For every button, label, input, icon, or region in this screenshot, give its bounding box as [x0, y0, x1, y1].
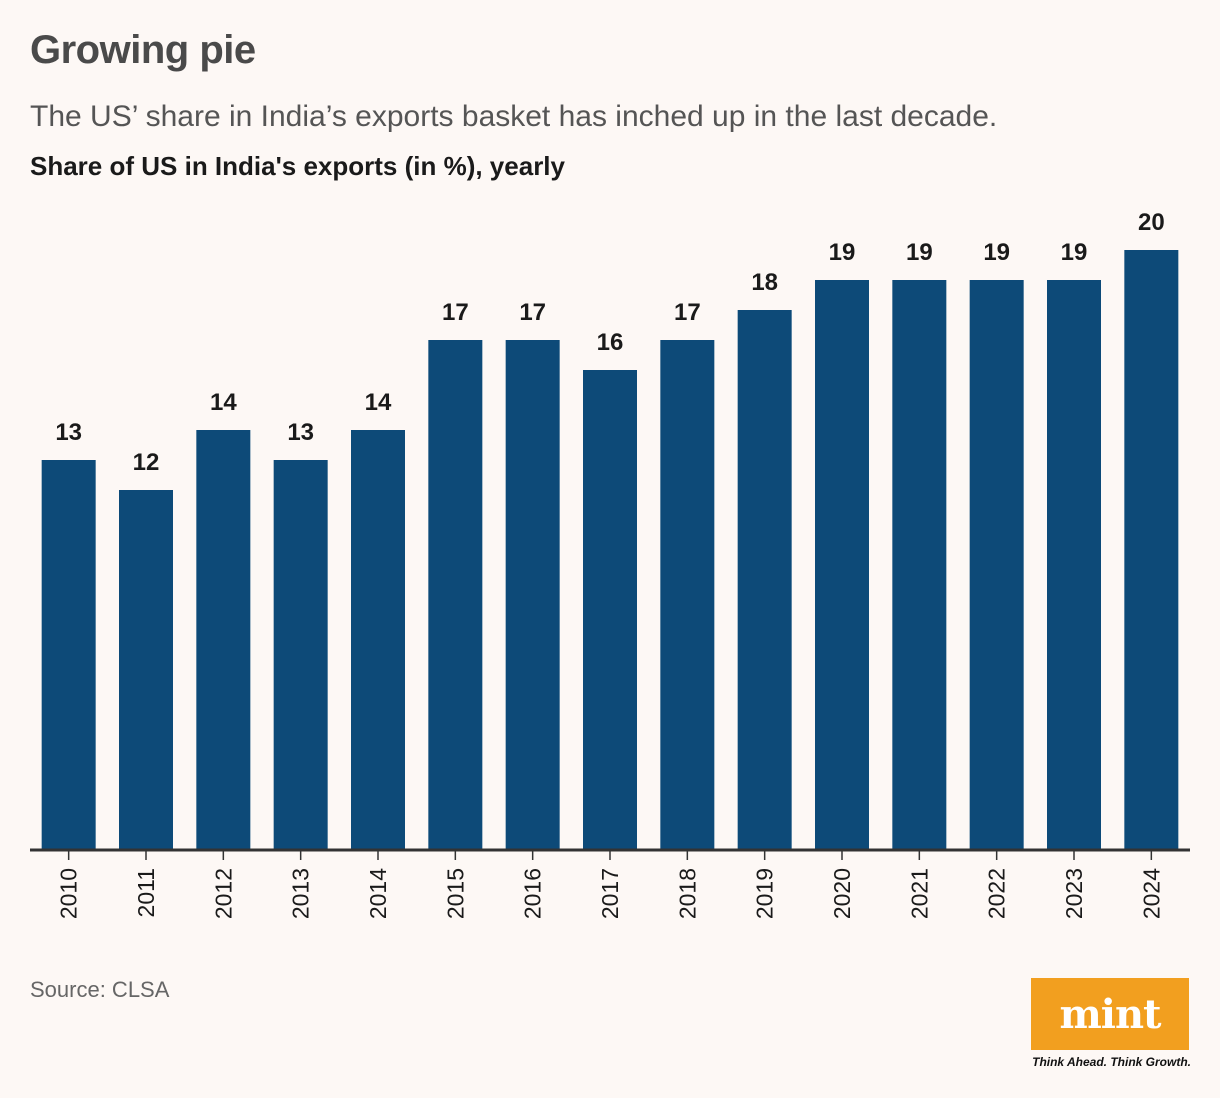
x-tick-label-2013: 2013: [288, 868, 314, 919]
data-label-2016: 17: [519, 299, 546, 326]
logo-tagline: Think Ahead. Think Growth.: [1032, 1055, 1191, 1069]
bar-2012: [196, 430, 251, 850]
bar-2011: [119, 490, 173, 850]
x-tick-label-2015: 2015: [442, 868, 468, 919]
data-label-2018: 17: [674, 299, 701, 326]
x-tick-label-2022: 2022: [984, 868, 1010, 919]
bar-2015: [428, 340, 483, 850]
data-label-2019: 18: [751, 269, 778, 296]
bar-2019: [737, 310, 792, 850]
chart-subtitle: The US’ share in India’s exports basket …: [30, 100, 998, 133]
chart-title: Growing pie: [30, 28, 256, 72]
x-tick-label-2011: 2011: [133, 868, 159, 917]
data-label-2017: 16: [597, 329, 624, 356]
data-label-2013: 13: [287, 419, 314, 446]
chart-heading: Share of US in India's exports (in %), y…: [30, 151, 565, 181]
bar-2022: [969, 280, 1024, 850]
x-tick-label-2012: 2012: [210, 868, 236, 919]
data-label-2011: 12: [133, 449, 160, 476]
data-label-2021: 19: [906, 239, 933, 266]
data-label-2020: 19: [829, 239, 856, 266]
data-label-2010: 13: [55, 419, 82, 446]
bar-2017: [583, 370, 637, 850]
source-note: Source: CLSA: [30, 977, 170, 1002]
bar-2016: [505, 340, 560, 850]
x-tick-label-2023: 2023: [1061, 868, 1087, 919]
data-label-2024: 20: [1138, 209, 1165, 236]
data-label-2014: 14: [365, 389, 392, 416]
bar-2014: [351, 430, 405, 850]
x-tick-label-2014: 2014: [365, 868, 391, 919]
x-tick-label-2017: 2017: [597, 868, 623, 919]
bar-chart: 13 2010 12 2011 14 2012 13 2013 14 2014 17 2015 17 20…: [30, 209, 1190, 919]
bar-2010: [41, 460, 96, 850]
mint-logo: mint: [1031, 978, 1189, 1050]
bar-2013: [273, 460, 328, 850]
x-tick-label-2018: 2018: [674, 868, 700, 919]
bar-2020: [815, 280, 869, 850]
data-label-2022: 19: [983, 239, 1010, 266]
bar-2021: [892, 280, 947, 850]
bar-2023: [1047, 280, 1101, 850]
data-label-2015: 17: [442, 299, 469, 326]
x-tick-label-2016: 2016: [520, 868, 546, 919]
data-label-2012: 14: [210, 389, 237, 416]
logo-text: mint: [1059, 990, 1161, 1038]
x-tick-label-2024: 2024: [1138, 868, 1164, 919]
bar-2018: [660, 340, 715, 850]
data-label-2023: 19: [1061, 239, 1088, 266]
x-tick-label-2020: 2020: [829, 868, 855, 919]
x-tick-label-2021: 2021: [906, 868, 932, 919]
bar-2024: [1124, 250, 1179, 850]
x-tick-label-2019: 2019: [752, 868, 778, 919]
x-tick-label-2010: 2010: [56, 868, 82, 919]
